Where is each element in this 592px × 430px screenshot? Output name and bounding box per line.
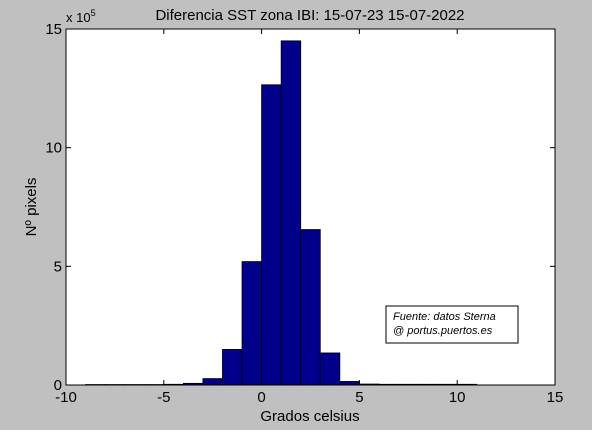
y-axis-label: Nº pixels	[23, 178, 40, 237]
x-tick-label: -10	[55, 389, 77, 406]
x-tick-label: 0	[257, 389, 265, 406]
histogram-bar	[280, 40, 302, 386]
histogram-bar	[241, 261, 262, 386]
y-tick-label: 0	[54, 377, 62, 394]
y-tick-label: 5	[54, 258, 62, 275]
x-tick-label: -5	[157, 389, 170, 406]
y-tick-label: 10	[45, 140, 62, 157]
x-ticks-group: -10 -5 0 5 10 15	[55, 29, 563, 406]
annotation-line-2: @ portus.puertos.es	[393, 325, 493, 337]
annotation-line-1: Fuente: datos Sterna	[393, 311, 496, 323]
x-tick-label: 15	[547, 389, 564, 406]
y-tick-label: 15	[45, 21, 62, 38]
x-tick-label: 10	[449, 389, 466, 406]
plot-frame	[65, 28, 556, 386]
y-ticks-group: 0 5 10 15	[45, 21, 555, 394]
annotation-box	[385, 305, 519, 344]
source-annotation: Fuente: datos Sterna @ portus.puertos.es	[385, 305, 519, 344]
chart-title: Diferencia SST zona IBI: 15-07-23 15-07-…	[155, 7, 464, 24]
histogram-bar	[222, 348, 243, 386]
histogram-bar	[261, 84, 282, 386]
histogram-bar	[319, 352, 341, 386]
histogram-bar	[300, 229, 321, 386]
histogram-bar	[339, 381, 360, 386]
x-axis-label: Grados celsius	[260, 408, 359, 425]
y-multiplier: x 105	[66, 8, 96, 25]
bars-group	[85, 40, 478, 386]
histogram-bar	[202, 378, 223, 386]
x-tick-label: 5	[355, 389, 363, 406]
